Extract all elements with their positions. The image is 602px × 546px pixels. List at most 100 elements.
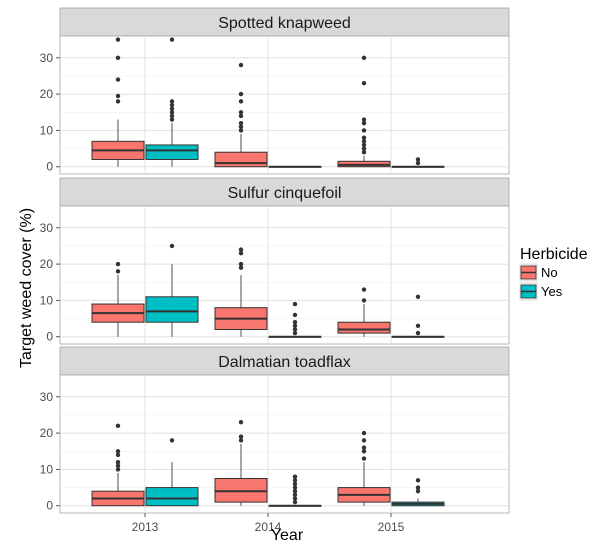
panels-layer: Spotted knapweed 0 10 20 30 Sulfur cinquefoil… (40, 7, 510, 514)
boxplot-2013-yes (145, 37, 199, 167)
y-tick-label: 20 (40, 426, 54, 440)
outlier-point (415, 478, 421, 483)
outlier-point (361, 146, 367, 151)
x-tick-label: 2015 (378, 520, 405, 534)
x-axis-title: Year (271, 527, 304, 544)
facet-panel: Dalmatian toadflax 0 10 20 30 (40, 346, 510, 514)
outlier-point (238, 265, 244, 270)
outlier-point (169, 106, 175, 111)
outlier-point (361, 120, 367, 126)
y-tick-label: 30 (40, 221, 54, 235)
outlier-point (361, 456, 367, 461)
outlier-point (415, 485, 421, 490)
outlier-point (292, 499, 298, 505)
x-tick-label: 2014 (255, 520, 282, 534)
outlier-point (238, 124, 244, 129)
outlier-point (238, 99, 244, 104)
boxplot-2013-no (91, 261, 145, 337)
boxplot-2013-no (91, 423, 145, 507)
outlier-point (115, 261, 121, 267)
outlier-point (169, 102, 175, 108)
y-tick-label: 20 (40, 257, 54, 271)
panel-background (59, 205, 510, 345)
y-tick-label: 10 (40, 293, 54, 307)
outlier-point (415, 330, 421, 336)
outlier-point (115, 99, 121, 104)
outlier-point (115, 37, 121, 42)
y-tick-label: 10 (40, 462, 54, 476)
outlier-point (415, 294, 421, 299)
outlier-point (361, 135, 367, 140)
outlier-point (169, 243, 175, 249)
legend: Herbicide No Yes (519, 246, 588, 301)
outlier-point (238, 91, 244, 97)
y-tick-label: 0 (46, 499, 53, 513)
facet-title: Sulfur cinquefoil (228, 185, 342, 202)
outlier-point (115, 467, 121, 472)
outlier-point (292, 327, 298, 332)
outlier-point (361, 55, 367, 60)
legend-key-no: No (519, 263, 558, 282)
outlier-point (292, 481, 298, 487)
outlier-point (115, 463, 121, 468)
outlier-point (115, 452, 121, 458)
outlier-point (238, 62, 244, 68)
outlier-point (238, 247, 244, 252)
outlier-point (169, 113, 175, 119)
boxplot-2014-no (214, 62, 268, 168)
facet-title: Spotted knapweed (218, 15, 351, 32)
outlier-point (292, 489, 298, 494)
outlier-point (361, 287, 367, 292)
outlier-point (238, 420, 244, 425)
box (145, 144, 199, 160)
outlier-point (292, 320, 298, 325)
legend-key-yes: Yes (519, 282, 563, 301)
outlier-point (361, 298, 367, 303)
outlier-point (361, 142, 367, 148)
facet-strip (59, 177, 510, 207)
outlier-point (361, 430, 367, 436)
y-tick-label: 20 (40, 87, 54, 101)
outlier-point (238, 438, 244, 443)
outlier-point (292, 485, 298, 490)
outlier-point (361, 150, 367, 155)
box (214, 151, 268, 168)
box (145, 487, 199, 507)
outlier-point (169, 37, 175, 42)
y-axis-title: Target weed cover (%) (18, 208, 35, 368)
outlier-point (169, 117, 175, 122)
outlier-point (415, 160, 421, 166)
outlier-point (361, 139, 367, 144)
box (337, 321, 391, 334)
outlier-point (238, 261, 244, 267)
outlier-point (292, 301, 298, 307)
box (145, 296, 199, 323)
legend-label: No (541, 265, 558, 280)
outlier-point (238, 128, 244, 133)
boxplot-2014-yes (268, 474, 322, 507)
outlier-point (115, 55, 121, 60)
outlier-point (169, 110, 175, 115)
outlier-point (361, 438, 367, 443)
outlier-point (361, 81, 367, 86)
boxplot-2014-yes (268, 301, 322, 338)
boxplot-2014-no (214, 420, 268, 506)
outlier-point (292, 323, 298, 329)
boxplot-2013-yes (145, 243, 199, 337)
outlier-point (361, 117, 367, 122)
outlier-point (292, 312, 298, 318)
outlier-point (415, 323, 421, 329)
outlier-point (169, 438, 175, 443)
outlier-point (238, 434, 244, 439)
x-tick-label: 2013 (132, 520, 159, 534)
y-tick-label: 30 (40, 51, 54, 65)
outlier-point (415, 157, 421, 162)
boxplot-2014-yes (268, 165, 322, 168)
legend-label: Yes (541, 284, 563, 299)
legend-title: Herbicide (520, 246, 588, 263)
boxplot-2013-yes (145, 438, 199, 507)
panel-background (59, 374, 510, 514)
y-tick-label: 30 (40, 390, 54, 404)
y-tick-label: 10 (40, 123, 54, 137)
outlier-point (361, 128, 367, 133)
